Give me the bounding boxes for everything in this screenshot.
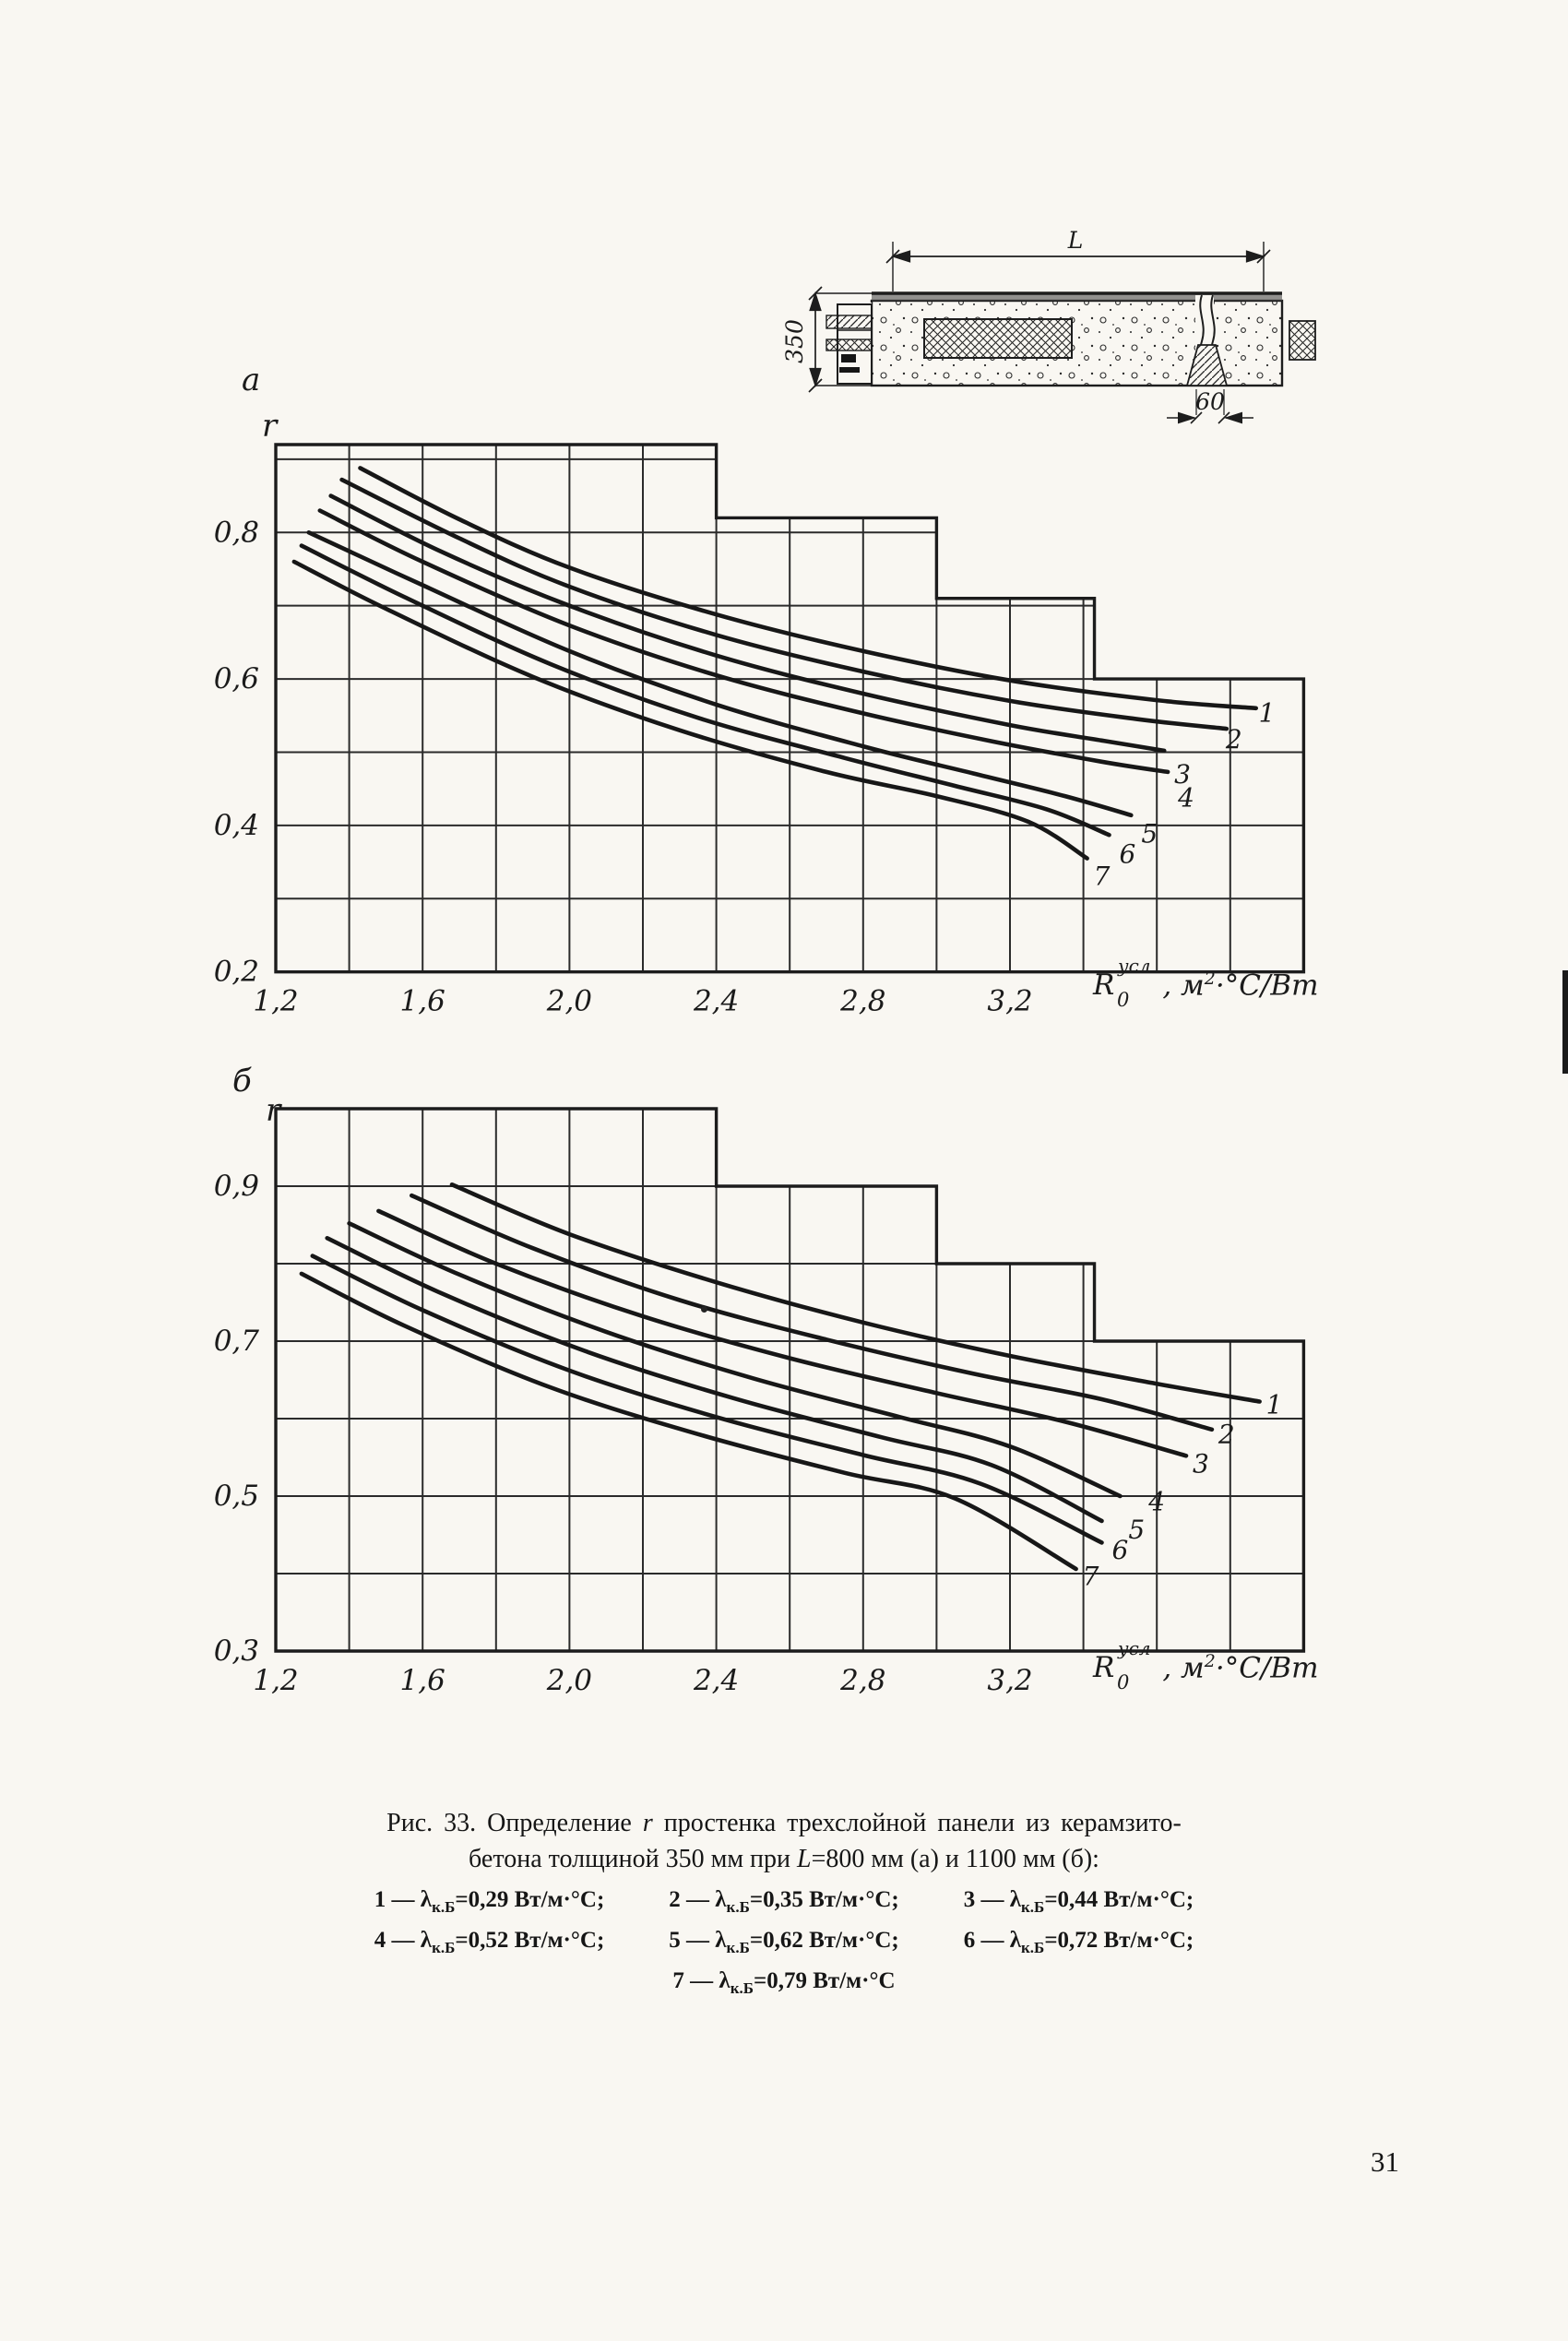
panel-letter-b: б — [232, 1063, 252, 1099]
legend-item: 5 — λк.Б=0,62 Вт/м·°С; — [669, 1928, 899, 1956]
dim-L-lines — [885, 242, 1271, 291]
dim-60-label: 60 — [1195, 388, 1225, 415]
scan-edge-artifact — [1562, 970, 1568, 1074]
x-tick-label: 3,2 — [987, 1664, 1032, 1697]
legend-item: 2 — λк.Б=0,35 Вт/м·°С; — [669, 1887, 899, 1916]
y-tick-label: 0,6 — [214, 662, 259, 695]
x-tick-label: 1,6 — [400, 1664, 445, 1697]
legend-item: 1 — λк.Б=0,29 Вт/м·°С; — [374, 1887, 605, 1916]
curve-label-1: 1 — [1266, 1390, 1283, 1420]
curve-label-6: 6 — [1119, 839, 1135, 870]
curve-1 — [449, 1182, 1262, 1404]
curve-3 — [376, 1208, 1189, 1458]
curve-label-3: 3 — [1174, 759, 1191, 790]
y-tick-label: 0,8 — [214, 516, 259, 549]
legend-item: 4 — λк.Б=0,52 Вт/м·°С; — [374, 1928, 605, 1956]
curve-label-3: 3 — [1193, 1449, 1209, 1479]
curve-6 — [310, 1254, 1104, 1545]
legend-item: 3 — λк.Б=0,44 Вт/м·°С; — [963, 1887, 1194, 1916]
top-coat-strip — [872, 293, 1282, 301]
plot-border — [274, 443, 1306, 974]
x-tick-label: 2,8 — [839, 1664, 885, 1697]
insulation-insert — [923, 318, 1073, 359]
joint-key-hatch — [1185, 344, 1229, 386]
dim-L-label: L — [1067, 227, 1084, 254]
curve-2 — [410, 1193, 1215, 1432]
curve-label-4: 4 — [1177, 783, 1194, 814]
curve-label-1: 1 — [1259, 697, 1276, 728]
curve-5 — [306, 530, 1134, 818]
adjacent-block — [1289, 320, 1316, 361]
curve-7 — [299, 1271, 1078, 1572]
y-tick-label: 0,5 — [214, 1479, 259, 1513]
y-tick-label: 0,3 — [214, 1634, 259, 1668]
curve-label-2: 2 — [1225, 724, 1242, 755]
curve-5 — [325, 1236, 1104, 1524]
legend-item: 7 — λк.Б=0,79 Вт/м·°С — [672, 1968, 896, 1997]
x-tick-label: 1,2 — [253, 985, 298, 1018]
y-axis-symbol-b: r — [266, 1092, 281, 1129]
x-tick-label: 2,8 — [839, 985, 885, 1018]
x-tick-label: 1,2 — [253, 1664, 298, 1697]
plot-border — [274, 1107, 1306, 1653]
curve-label-7: 7 — [1094, 861, 1111, 891]
curve-label-5: 5 — [1128, 1515, 1145, 1545]
figure-caption: Рис. 33. Определение r простенка трехсло… — [203, 1806, 1365, 1877]
caption-line-1: Рис. 33. Определение r простенка трехсло… — [386, 1809, 1182, 1837]
curve-3 — [328, 493, 1167, 754]
figure-legend: 1 — λк.Б=0,29 Вт/м·°С; 2 — λк.Б=0,35 Вт/м… — [138, 1887, 1430, 2009]
panel-joint — [1185, 294, 1229, 386]
dim-350-lines — [808, 286, 872, 393]
page-number: 31 — [1371, 2145, 1399, 2178]
y-tick-label: 0,4 — [214, 809, 259, 842]
panel-section-drawing: L 350 — [781, 227, 1316, 424]
curve-2 — [339, 477, 1229, 731]
curve-7 — [291, 559, 1089, 861]
x-tick-label: 2,0 — [546, 985, 592, 1018]
caption-line-2: бетона толщиной 350 мм при L=800 мм (а) … — [469, 1844, 1099, 1873]
curve-4 — [347, 1221, 1123, 1499]
curve-label-6: 6 — [1111, 1535, 1128, 1565]
legend-row: 4 — λк.Б=0,52 Вт/м·°С; 5 — λк.Б=0,62 Вт/м… — [138, 1928, 1430, 1957]
y-tick-label: 0,2 — [214, 956, 259, 989]
scan-speck — [701, 1306, 707, 1313]
curve-4 — [317, 508, 1170, 775]
y-tick-label: 0,9 — [214, 1170, 259, 1203]
x-tick-label: 3,2 — [987, 985, 1032, 1018]
legend-item: 6 — λк.Б=0,72 Вт/м·°С; — [963, 1928, 1194, 1956]
x-tick-label: 2,4 — [693, 1664, 739, 1697]
legend-row: 7 — λк.Б=0,79 Вт/м·°С — [138, 1968, 1430, 1998]
jamb-detail — [825, 303, 873, 385]
curve-6 — [299, 543, 1111, 838]
x-tick-label: 2,0 — [546, 1664, 592, 1697]
dim-350-label: 350 — [781, 319, 808, 363]
curve-label-5: 5 — [1141, 818, 1158, 849]
curve-1 — [358, 466, 1258, 711]
curve-label-4: 4 — [1147, 1487, 1165, 1517]
y-axis-symbol-a: r — [262, 408, 278, 445]
curve-label-2: 2 — [1218, 1420, 1235, 1450]
dim-60-lines — [1167, 389, 1253, 424]
x-tick-label: 2,4 — [693, 985, 739, 1018]
x-tick-label: 1,6 — [400, 985, 445, 1018]
legend-row: 1 — λк.Б=0,29 Вт/м·°С; 2 — λк.Б=0,35 Вт/м… — [138, 1887, 1430, 1917]
y-tick-label: 0,7 — [214, 1325, 260, 1358]
panel-letter-a: а — [242, 362, 261, 398]
curve-label-7: 7 — [1083, 1561, 1099, 1591]
